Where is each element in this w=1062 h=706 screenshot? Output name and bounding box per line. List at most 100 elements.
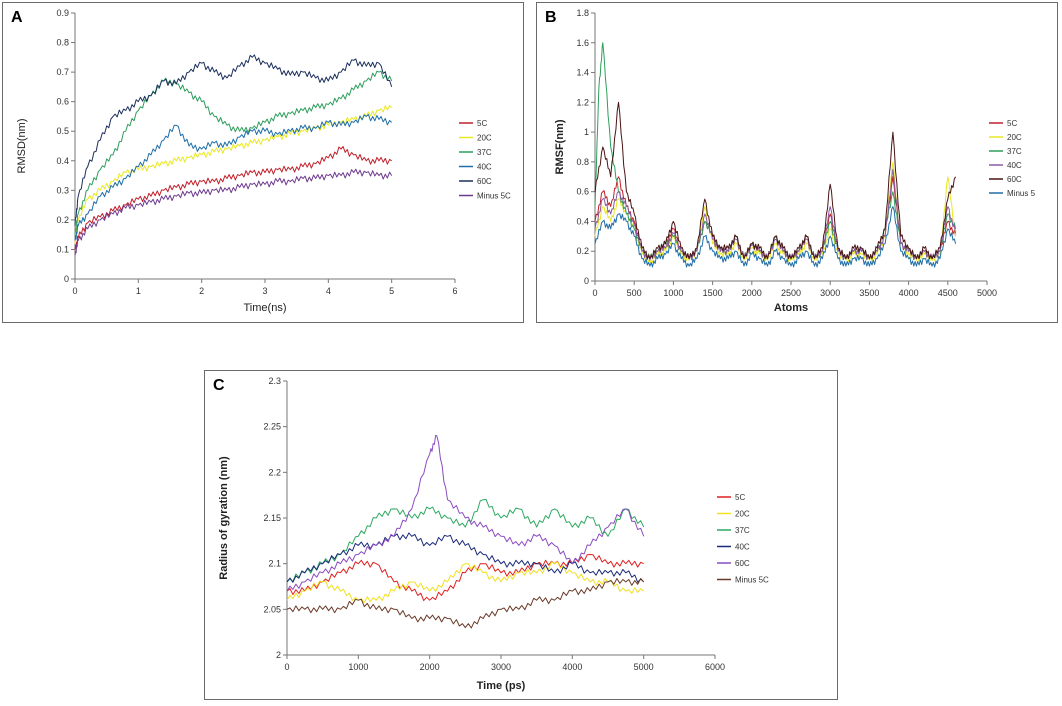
legend-label: 40C (477, 163, 492, 172)
x-tick-label: 2500 (781, 288, 801, 298)
x-tick-label: 1000 (348, 662, 368, 672)
y-tick-label: 0.7 (56, 67, 69, 77)
x-axis-label: Time(ns) (244, 302, 287, 314)
y-tick-label: 1.2 (576, 97, 589, 107)
series-line-60c (286, 434, 645, 592)
x-tick-label: 1500 (703, 288, 723, 298)
y-tick-label: 2.1 (268, 559, 281, 569)
x-tick-label: 4000 (899, 288, 919, 298)
x-axis-label: Atoms (774, 302, 808, 314)
legend-label: 20C (1007, 133, 1022, 142)
x-tick-label: 2000 (420, 662, 440, 672)
legend-label: 60C (477, 177, 492, 186)
legend-label: 40C (1007, 161, 1022, 170)
y-tick-label: 1.6 (576, 38, 589, 48)
series-line-20c (286, 561, 645, 604)
radius-of-gyration-chart: 2 2.05 2.1 2.15 2.2 2.25 2.3 0 1000 2000 3000 4000 5… (218, 376, 769, 692)
series-line-37c (594, 42, 957, 261)
y-tick-label: 0.2 (576, 246, 589, 256)
rmsd-chart: 0 0.1 0.2 0.3 0.4 0.5 0.6 0.7 0.8 0.9 0 1 2 3 4 5 6 Time(… (16, 8, 511, 314)
y-tick-label: 0.1 (56, 244, 69, 254)
x-tick-label: 3000 (491, 662, 511, 672)
y-tick-label: 1.4 (576, 68, 589, 78)
y-tick-label: 0.4 (576, 216, 589, 226)
y-tick-label: 0 (584, 276, 589, 286)
series-line-60c (74, 54, 393, 226)
legend-label: 60C (735, 559, 750, 568)
y-tick-label: 0.9 (56, 8, 69, 18)
y-axis-label: RMSF(nm) (554, 119, 566, 174)
legend-label: 20C (477, 134, 492, 143)
y-tick-label: 0.8 (56, 38, 69, 48)
y-tick-label: 0.5 (56, 126, 69, 136)
legend-label: 5C (735, 493, 745, 502)
series-line-5c (594, 176, 957, 261)
panel-label: B (545, 9, 557, 26)
panel-label: A (11, 9, 23, 26)
series-line-minus-5c (74, 168, 393, 256)
y-tick-label: 2.05 (263, 604, 281, 614)
legend-label: 40C (735, 543, 750, 552)
y-tick-label: 2.2 (268, 467, 281, 477)
series-line-5c (286, 554, 644, 602)
x-tick-label: 4 (326, 286, 331, 296)
y-axis-label: RMSD(nm) (16, 119, 28, 174)
y-tick-label: 0.6 (576, 187, 589, 197)
chart-panel-b: B 0 0.2 0.4 0.6 0.8 1 1.2 1.4 1.6 1.8 0 500 1000 1500… (536, 2, 1058, 323)
series-line-60c (594, 101, 957, 260)
y-tick-label: 1.8 (576, 8, 589, 18)
series-line-40c (286, 532, 645, 583)
series-line-40c (594, 168, 957, 261)
series-line-minus-5 (594, 206, 957, 268)
x-tick-label: 3500 (859, 288, 879, 298)
legend-label: 37C (477, 148, 492, 157)
series-line-37c (74, 70, 393, 235)
y-tick-label: 0.3 (56, 185, 69, 195)
y-axis-label: Radius of gyration (nm) (218, 456, 230, 580)
panel-label: C (213, 377, 225, 394)
y-tick-label: 0.6 (56, 97, 69, 107)
x-tick-label: 6 (452, 286, 457, 296)
x-axis-label: Time (ps) (477, 680, 526, 692)
x-tick-label: 2000 (742, 288, 762, 298)
x-tick-label: 0 (592, 288, 597, 298)
x-tick-label: 2 (199, 286, 204, 296)
y-tick-label: 2.3 (268, 376, 281, 386)
chart-panel-a: A 0 0.1 0.2 0.3 0.4 0.5 0.6 0.7 0.8 0.9 0 1 2 3 4 5 6 Tim… (2, 2, 524, 323)
legend-label: 60C (1007, 175, 1022, 184)
legend-label: 5C (1007, 119, 1017, 128)
x-tick-label: 4000 (562, 662, 582, 672)
x-tick-label: 500 (627, 288, 642, 298)
legend-label: 37C (1007, 147, 1022, 156)
x-tick-label: 4500 (938, 288, 958, 298)
y-tick-label: 0.4 (56, 156, 69, 166)
x-tick-label: 1 (136, 286, 141, 296)
legend-label: Minus 5C (477, 192, 511, 201)
y-tick-label: 2 (276, 650, 281, 660)
x-tick-label: 3000 (820, 288, 840, 298)
legend-label: 20C (735, 510, 750, 519)
x-tick-label: 5000 (977, 288, 997, 298)
x-tick-label: 5000 (634, 662, 654, 672)
series-line-minus-5c (286, 578, 645, 629)
x-tick-label: 0 (284, 662, 289, 672)
x-tick-label: 0 (72, 286, 77, 296)
x-tick-label: 1000 (663, 288, 683, 298)
series-line-5c (74, 146, 392, 250)
y-tick-label: 2.25 (263, 422, 281, 432)
legend-label: 37C (735, 526, 750, 535)
legend-label: 5C (477, 119, 487, 128)
x-tick-label: 3 (262, 286, 267, 296)
chart-panel-c: C 2 2.05 2.1 2.15 2.2 2.25 2.3 0 1000 2000 3000 400… (204, 370, 838, 700)
x-tick-label: 6000 (705, 662, 725, 672)
y-tick-label: 2.15 (263, 513, 281, 523)
x-tick-label: 5 (389, 286, 394, 296)
series-line-20c (594, 161, 957, 265)
y-tick-label: 0.2 (56, 215, 69, 225)
series-line-37c (286, 498, 645, 583)
y-tick-label: 0 (64, 274, 69, 284)
legend-label: Minus 5 (1007, 189, 1036, 198)
y-tick-label: 0.8 (576, 157, 589, 167)
legend-label: Minus 5C (735, 576, 769, 585)
rmsf-chart: 0 0.2 0.4 0.6 0.8 1 1.2 1.4 1.6 1.8 0 500 1000 1500 20… (554, 8, 1036, 314)
